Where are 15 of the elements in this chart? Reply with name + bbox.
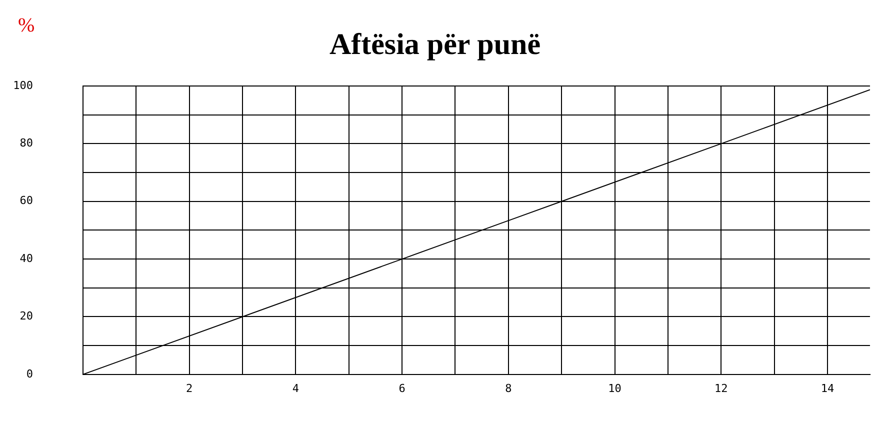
y-tick-label: 60	[20, 194, 33, 208]
x-tick-label: 14	[820, 382, 834, 395]
y-tick-label: 80	[20, 136, 33, 150]
x-tick-label: 8	[505, 382, 512, 395]
y-tick-label: 0	[26, 367, 33, 380]
y-axis-title: %	[18, 14, 35, 36]
chart-title: Aftësia për punë	[329, 28, 541, 61]
x-tick-label: 4	[292, 382, 300, 395]
x-tick-label: 6	[398, 382, 406, 395]
x-tick-label: 12	[714, 382, 728, 395]
x-tick-label: 2	[186, 382, 193, 395]
y-tick-label: 40	[20, 252, 33, 265]
x-tick-label: 10	[608, 382, 622, 395]
y-tick-label: 20	[20, 310, 33, 323]
y-tick-label: 100	[13, 78, 33, 92]
